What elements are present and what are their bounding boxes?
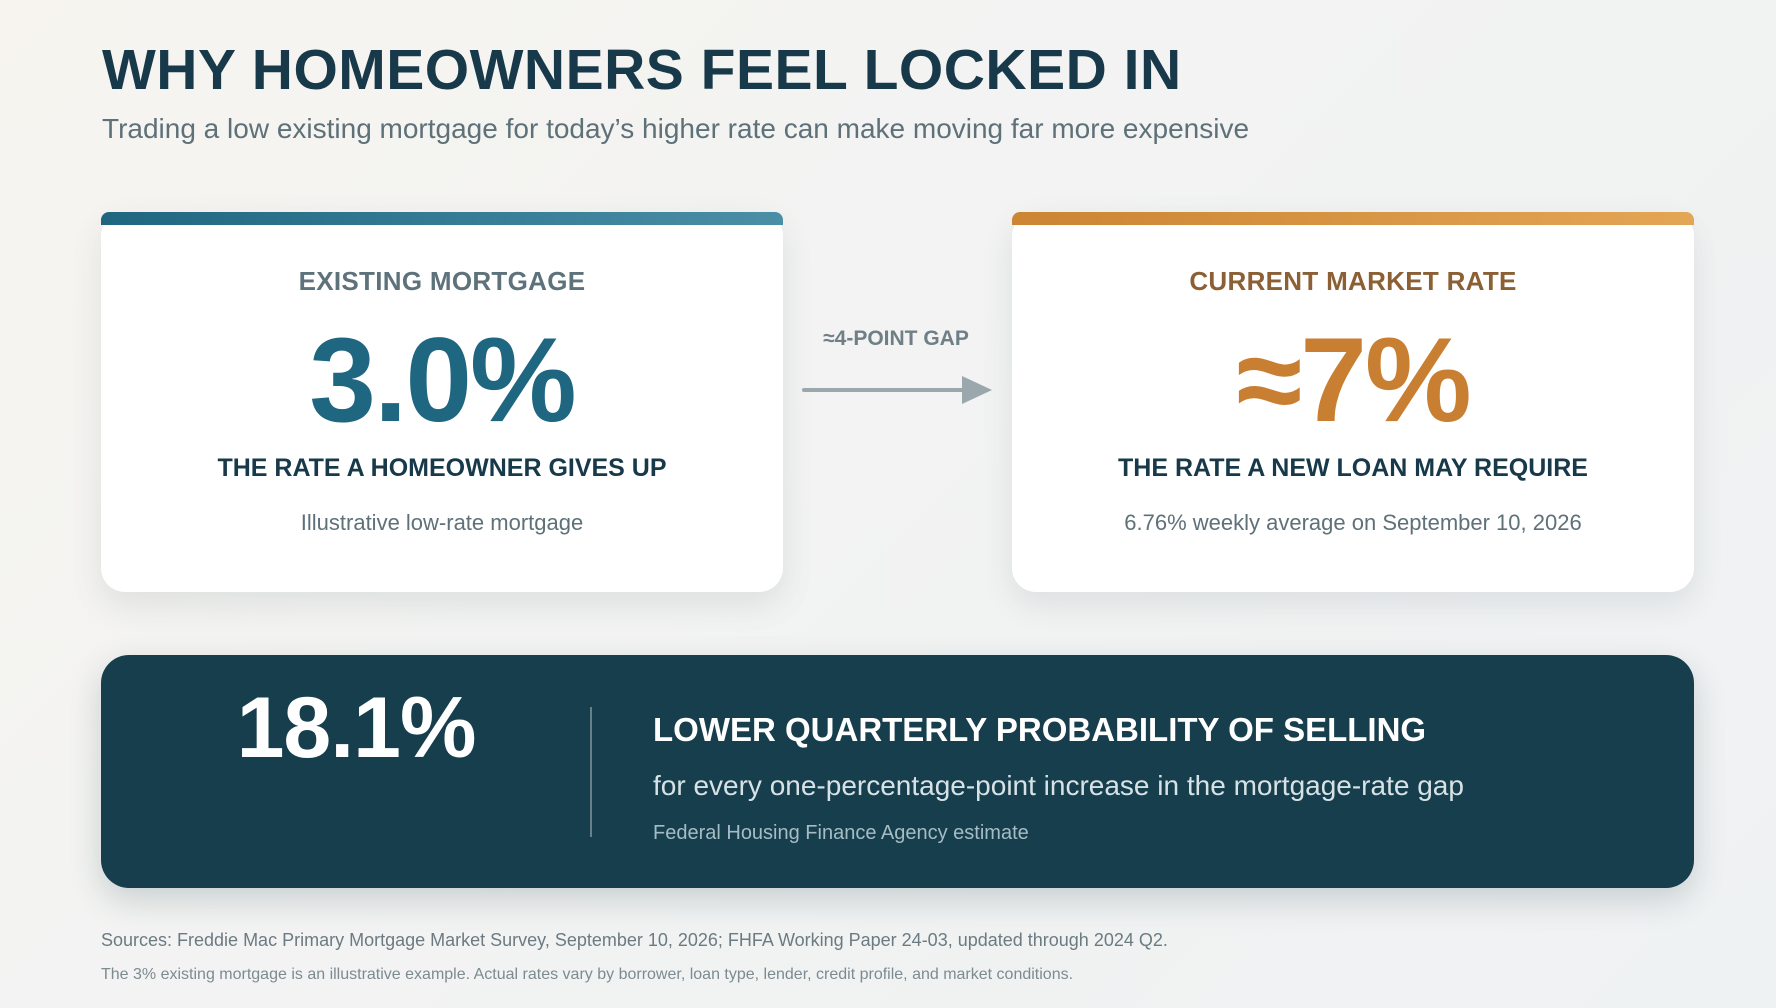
header: WHY HOMEOWNERS FEEL LOCKED IN Trading a … [102, 36, 1662, 146]
card-accent-bar [1012, 212, 1694, 225]
arrow-right-icon [802, 376, 992, 404]
panel-divider [590, 707, 592, 837]
selling-probability-description: for every one-percentage-point increase … [653, 770, 1464, 801]
selling-probability-value: 18.1% [236, 680, 477, 776]
market-rate-value: ≈7% [1236, 313, 1471, 447]
card-accent-bar [101, 212, 783, 225]
market-rate-note: 6.76% weekly average on September 10, 20… [1124, 510, 1582, 535]
footer-disclaimer: The 3% existing mortgage is an illustrat… [101, 966, 1074, 983]
selling-probability-heading: LOWER QUARTERLY PROBABILITY OF SELLING [653, 711, 1427, 748]
page-subtitle: Trading a low existing mortgage for toda… [102, 113, 1250, 145]
market-rate-card: CURRENT MARKET RATE ≈7% THE RATE A NEW L… [1012, 212, 1694, 592]
page-title: WHY HOMEOWNERS FEEL LOCKED IN [102, 38, 1182, 102]
selling-probability-source: Federal Housing Finance Agency estimate [653, 822, 1029, 844]
existing-mortgage-note: Illustrative low-rate mortgage [300, 510, 584, 535]
market-rate-label: CURRENT MARKET RATE [1189, 266, 1517, 296]
existing-mortgage-label: EXISTING MORTGAGE [298, 266, 586, 296]
footer-sources: Sources: Freddie Mac Primary Mortgage Ma… [101, 930, 1168, 950]
existing-mortgage-rate: 3.0% [309, 313, 577, 447]
existing-mortgage-card: EXISTING MORTGAGE 3.0% THE RATE A HOMEOW… [101, 212, 783, 592]
selling-probability-panel: 18.1% LOWER QUARTERLY PROBABILITY OF SEL… [101, 655, 1694, 888]
market-rate-caption: THE RATE A NEW LOAN MAY REQUIRE [1118, 454, 1588, 482]
existing-mortgage-caption: THE RATE A HOMEOWNER GIVES UP [217, 454, 667, 482]
rate-gap-label: ≈4-POINT GAP [823, 327, 969, 350]
